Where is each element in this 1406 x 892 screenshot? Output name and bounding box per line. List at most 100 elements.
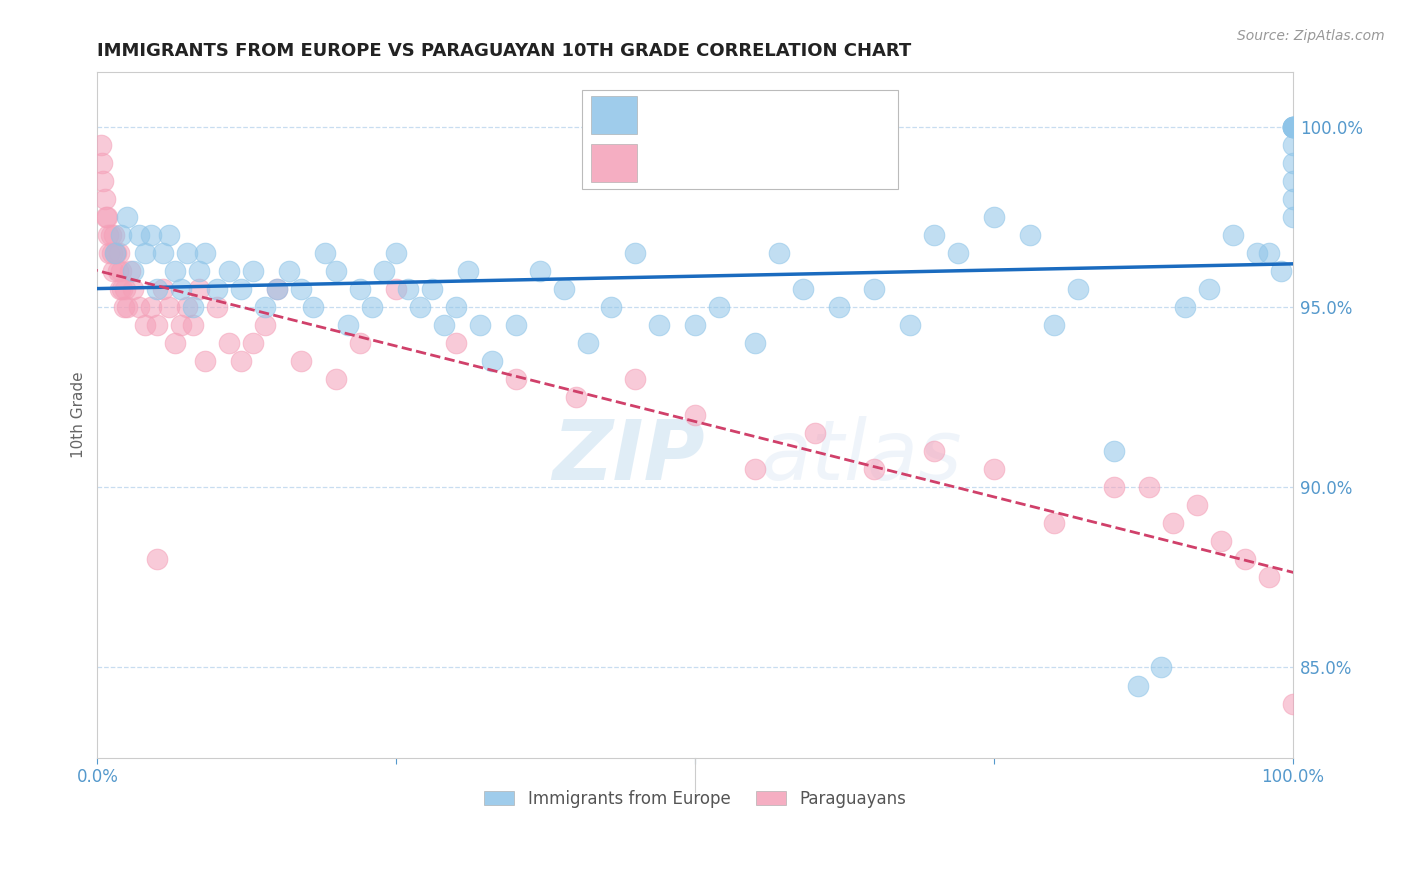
Point [181, 300, 204, 314]
Text: R = 0.355   N = 80: R = 0.355 N = 80 [654, 99, 838, 119]
Point [505, 372, 527, 386]
Point [146, 282, 169, 296]
Point [301, 300, 323, 314]
Point [205, 300, 228, 314]
Point [1282, 120, 1305, 134]
Point [122, 264, 145, 278]
Point [152, 245, 174, 260]
Point [1282, 210, 1305, 224]
Point [94, 210, 117, 224]
Point [93, 192, 115, 206]
Legend: Immigrants from Europe, Paraguayans: Immigrants from Europe, Paraguayans [478, 783, 912, 814]
Point [1258, 570, 1281, 584]
Text: Source: ZipAtlas.com: Source: ZipAtlas.com [1237, 29, 1385, 43]
Point [529, 264, 551, 278]
Point [115, 300, 138, 314]
Point [91, 155, 114, 169]
Point [266, 282, 288, 296]
Point [96, 210, 118, 224]
Point [385, 282, 408, 296]
Point [707, 300, 730, 314]
Point [176, 245, 198, 260]
Point [683, 408, 706, 422]
Point [1270, 264, 1292, 278]
Point [205, 282, 228, 296]
Point [157, 300, 180, 314]
Point [290, 354, 312, 368]
Point [1282, 120, 1305, 134]
Point [744, 335, 766, 350]
Point [110, 264, 132, 278]
Point [146, 318, 169, 332]
Point [188, 264, 211, 278]
Point [983, 210, 1005, 224]
Point [468, 318, 491, 332]
Point [218, 335, 240, 350]
Point [101, 264, 124, 278]
FancyBboxPatch shape [582, 89, 898, 189]
Bar [591, 145, 637, 182]
Point [1211, 534, 1233, 549]
Point [107, 264, 129, 278]
Point [1102, 480, 1125, 494]
Bar [591, 96, 637, 134]
Point [165, 264, 187, 278]
Point [624, 245, 647, 260]
Point [683, 318, 706, 332]
Text: ZIP: ZIP [551, 416, 704, 497]
Point [170, 282, 193, 296]
Point [648, 318, 671, 332]
Point [134, 318, 156, 332]
Point [104, 245, 127, 260]
Point [325, 372, 347, 386]
Point [444, 335, 467, 350]
Point [1067, 282, 1090, 296]
Point [91, 173, 114, 187]
Point [768, 245, 790, 260]
Point [111, 282, 134, 296]
Point [104, 245, 127, 260]
Point [100, 245, 122, 260]
Point [553, 282, 575, 296]
Point [118, 264, 141, 278]
Point [90, 137, 112, 152]
Point [1282, 120, 1305, 134]
Point [600, 300, 623, 314]
Point [624, 372, 647, 386]
Point [194, 245, 217, 260]
Point [922, 444, 945, 458]
Point [863, 282, 886, 296]
Point [1150, 660, 1173, 674]
Point [744, 462, 766, 476]
Point [128, 300, 150, 314]
Point [361, 300, 384, 314]
Point [194, 354, 217, 368]
Point [229, 354, 252, 368]
Point [444, 300, 467, 314]
Point [1019, 227, 1042, 242]
Point [1282, 120, 1305, 134]
Point [1234, 552, 1257, 566]
Point [1187, 498, 1209, 512]
Point [946, 245, 969, 260]
Point [396, 282, 419, 296]
Point [325, 264, 347, 278]
Point [253, 318, 276, 332]
Point [128, 227, 150, 242]
Point [1043, 318, 1066, 332]
Point [1163, 516, 1185, 531]
Point [146, 552, 169, 566]
Point [170, 318, 193, 332]
Point [1282, 155, 1305, 169]
Point [1198, 282, 1220, 296]
Point [349, 282, 371, 296]
Point [863, 462, 886, 476]
Text: R = 0.170   N = 66: R = 0.170 N = 66 [654, 149, 838, 168]
Point [188, 282, 211, 296]
Point [983, 462, 1005, 476]
Point [1282, 137, 1305, 152]
Point [98, 245, 121, 260]
Point [253, 300, 276, 314]
Point [1282, 697, 1305, 711]
Point [827, 300, 849, 314]
